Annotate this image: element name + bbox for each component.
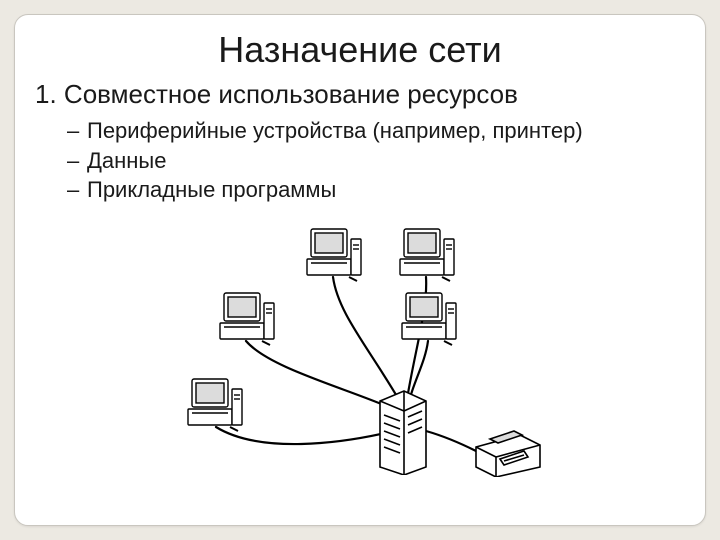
cable <box>333 277 402 405</box>
printer-icon <box>470 427 546 477</box>
numbered-item: 1. Совместное использование ресурсов <box>35 79 687 110</box>
bullet-dash: – <box>67 116 87 146</box>
network-diagram <box>150 219 570 499</box>
computer-icon <box>398 227 456 283</box>
bullet-text: Периферийные устройства (например, принт… <box>87 116 583 146</box>
computer-icon <box>305 227 363 283</box>
slide-title: Назначение сети <box>33 29 687 71</box>
bullet-dash: – <box>67 146 87 176</box>
bullet-list: – Периферийные устройства (например, при… <box>67 116 687 205</box>
item-text: Совместное использование ресурсов <box>64 79 518 109</box>
bullet-item: – Прикладные программы <box>67 175 687 205</box>
slide-card: Назначение сети 1. Совместное использова… <box>14 14 706 526</box>
computer-icon <box>218 291 276 347</box>
bullet-text: Данные <box>87 146 166 176</box>
item-number: 1. <box>35 79 57 109</box>
bullet-text: Прикладные программы <box>87 175 336 205</box>
bullet-item: – Данные <box>67 146 687 176</box>
bullet-dash: – <box>67 175 87 205</box>
computer-icon <box>400 291 458 347</box>
bullet-item: – Периферийные устройства (например, при… <box>67 116 687 146</box>
cable <box>426 431 476 451</box>
computer-icon <box>186 377 244 433</box>
server-icon <box>376 389 430 475</box>
